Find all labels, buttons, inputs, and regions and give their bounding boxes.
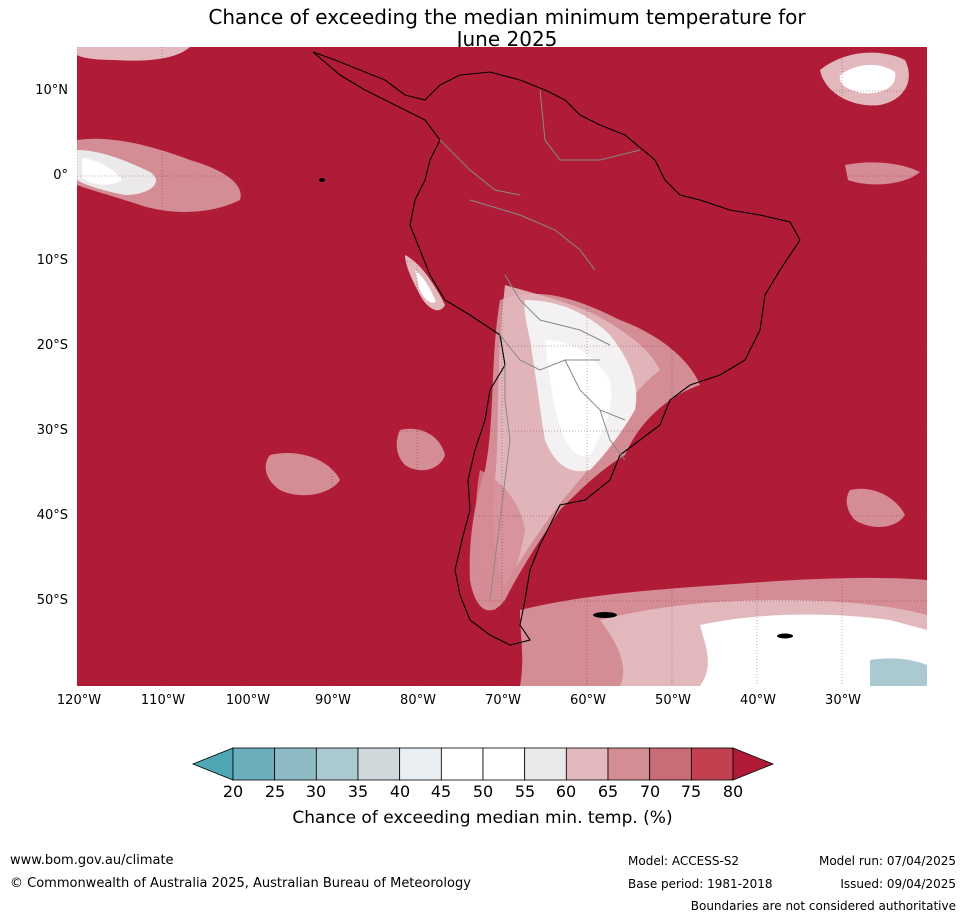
lat-label: 50°S xyxy=(36,593,68,608)
colorbar-swatch xyxy=(440,747,484,781)
colorbar-swatch xyxy=(482,747,526,781)
colorbar-tick: 65 xyxy=(597,782,619,801)
colorbar-tick: 55 xyxy=(514,782,536,801)
colorbar-swatch xyxy=(274,747,317,781)
contour-south-pacific-patch-2 xyxy=(396,428,445,471)
contour-60-patagonia xyxy=(475,470,525,610)
footer-model: Model: ACCESS-S2 xyxy=(628,854,740,868)
lon-label: 100°W xyxy=(225,693,271,708)
colorbar-tick: 60 xyxy=(555,782,577,801)
colorbar-swatch xyxy=(315,747,359,781)
lon-label: 70°W xyxy=(485,693,521,708)
lat-label: 40°S xyxy=(36,508,68,523)
contour-atlantic-east-patch xyxy=(845,162,920,185)
footer-base-period: Base period: 1981-2018 xyxy=(628,877,773,891)
colorbar-swatch xyxy=(524,747,567,781)
footer-disclaimer: Boundaries are not considered authoritat… xyxy=(690,899,956,913)
colorbar-tick: 20 xyxy=(222,782,244,801)
lon-label: 120°W xyxy=(56,693,102,708)
lon-label: 110°W xyxy=(140,693,186,708)
country-borders xyxy=(439,89,641,601)
footer-model-run: Model run: 07/04/2025 xyxy=(818,854,956,868)
colorbar-tick: 40 xyxy=(389,782,411,801)
colorbar-label: Chance of exceeding median min. temp. (%… xyxy=(292,808,673,828)
colorbar-tick: 80 xyxy=(722,782,744,801)
lat-label: 30°S xyxy=(36,423,68,438)
colorbar-tick: 30 xyxy=(305,782,327,801)
chart-title-line-1: Chance of exceeding the median minimum t… xyxy=(208,5,806,29)
contour-south-pacific-patch xyxy=(265,452,340,496)
lon-label: 60°W xyxy=(570,693,606,708)
contour-southern-ocean-blue xyxy=(870,658,927,686)
contour-50-central-south-america xyxy=(545,340,612,456)
colorbar-tick: 45 xyxy=(430,782,452,801)
colorbar-tick: 25 xyxy=(264,782,286,801)
lon-label: 90°W xyxy=(315,693,351,708)
lat-label: 10°N xyxy=(35,83,68,98)
footer-copyright: © Commonwealth of Australia 2025, Austra… xyxy=(10,876,471,891)
contour-peru-coast-inner xyxy=(415,270,436,303)
colorbar-swatch xyxy=(399,747,442,781)
colorbar-tick: 70 xyxy=(639,782,661,801)
contour-65-western-pacific xyxy=(77,138,241,212)
colorbar-swatch xyxy=(607,747,651,781)
islands xyxy=(319,178,793,639)
south-america-coastline xyxy=(312,51,801,646)
lat-label: 0° xyxy=(53,168,68,183)
contour-north-atlantic-inner xyxy=(839,64,896,94)
colorbar-tick: 75 xyxy=(680,782,702,801)
colorbar-swatch xyxy=(649,747,692,781)
colorbar-swatch xyxy=(357,747,401,781)
lon-label: 40°W xyxy=(740,693,776,708)
lon-label: 30°W xyxy=(825,693,861,708)
lon-label: 80°W xyxy=(400,693,436,708)
lat-label: 20°S xyxy=(36,338,68,353)
lat-label: 10°S xyxy=(36,253,68,268)
colorbar-tick: 35 xyxy=(347,782,369,801)
colorbar-swatch xyxy=(232,747,276,781)
footer-website: www.bom.gov.au/climate xyxy=(10,853,174,868)
contour-45-western-pacific xyxy=(82,158,122,185)
lon-label: 50°W xyxy=(655,693,691,708)
footer-issued: Issued: 09/04/2025 xyxy=(840,877,956,891)
colorbar-swatch xyxy=(690,747,734,781)
gridlines xyxy=(77,47,927,686)
colorbar-extend-low xyxy=(191,747,234,781)
colorbar-swatch xyxy=(565,747,609,781)
colorbar-extend-high xyxy=(732,747,775,781)
contour-east-patch xyxy=(846,488,905,527)
colorbar-tick: 50 xyxy=(472,782,494,801)
